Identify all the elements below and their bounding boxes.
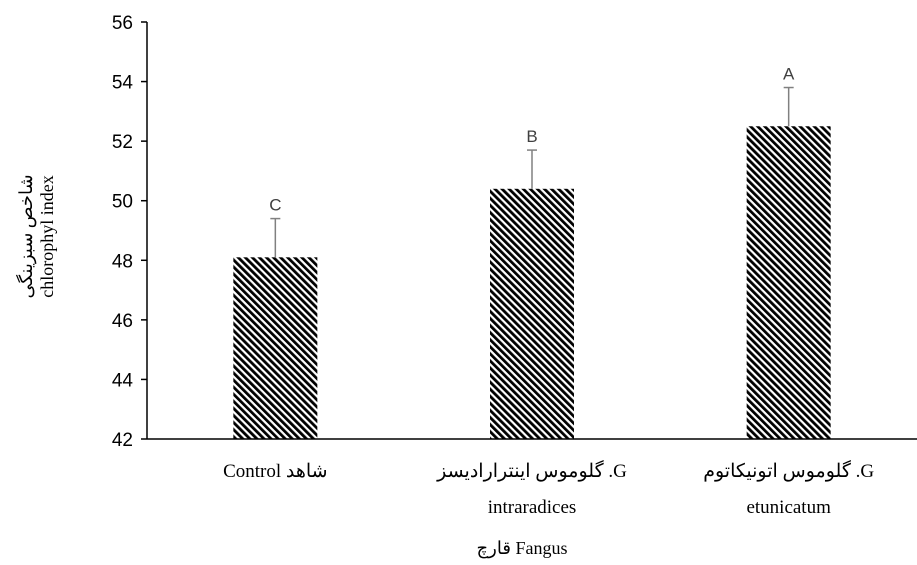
x-category-labels-group: Control شاهد گلوموس اینترارادیسز .G intrar…	[223, 459, 874, 518]
error-bars-group	[270, 86, 794, 258]
significance-letters-group: C B A	[269, 65, 795, 215]
significance-letter: B	[526, 127, 537, 146]
y-tick-label: 44	[112, 370, 134, 391]
x-category-label: گلوموس اتونیکاتوم .G	[703, 459, 874, 482]
y-axis-title-line: chlorophyl index	[37, 175, 57, 297]
y-tick-label: 52	[112, 132, 133, 153]
x-category-label: Control شاهد	[223, 461, 328, 482]
y-tick-label: 48	[112, 251, 133, 272]
significance-letter: A	[783, 65, 795, 84]
y-axis-title: شاخص سبزینگیchlorophyl index	[15, 174, 57, 298]
y-tick-label: 50	[112, 192, 133, 213]
x-category-label: intraradices	[488, 497, 577, 518]
bar	[490, 188, 574, 439]
y-tick-label: 56	[112, 13, 133, 34]
significance-letter: C	[269, 196, 281, 215]
y-tick-label: 42	[112, 430, 133, 451]
bar	[746, 126, 831, 439]
bar	[233, 257, 318, 439]
y-tick-label: 46	[112, 311, 133, 332]
y-axis-title-line: شاخص سبزینگی	[15, 174, 37, 298]
y-ticks-group: 42 44 46 48 50 52 54 56	[112, 13, 147, 451]
x-axis-title: قارچ Fangus	[477, 538, 568, 559]
bars-group	[233, 126, 831, 439]
x-category-label: گلوموس اینترارادیسز .G	[436, 459, 627, 482]
x-category-label: etunicatum	[746, 497, 831, 518]
y-tick-label: 54	[112, 73, 134, 94]
